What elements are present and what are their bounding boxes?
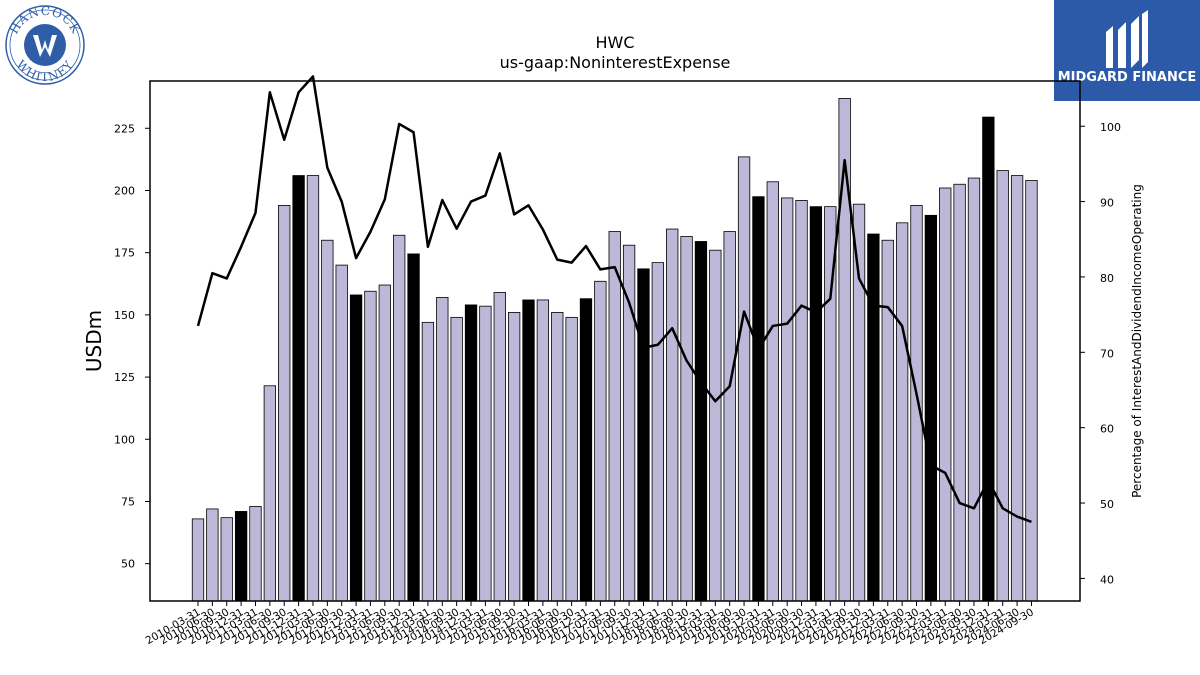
bar-2015-12-31 xyxy=(522,299,535,602)
bar-2013-12-31 xyxy=(407,253,420,602)
y-tick-label: 175 xyxy=(114,247,135,260)
bar-2023-12-31 xyxy=(982,116,995,602)
bar-2017-03-31 xyxy=(594,280,607,602)
midgard-finance-logo: MIDGARD FINANCE xyxy=(1054,0,1200,101)
bar-2014-09-30 xyxy=(450,316,463,602)
bar-2017-09-30 xyxy=(622,244,636,602)
bar-2017-12-31 xyxy=(637,268,650,602)
bar-2022-12-31 xyxy=(924,214,938,602)
bar-2014-12-31 xyxy=(464,304,478,602)
bar-2016-12-31 xyxy=(579,298,593,602)
bar-2016-06-30 xyxy=(551,311,564,602)
y2-tick-label: 50 xyxy=(1100,498,1114,511)
y2-tick-label: 80 xyxy=(1100,272,1114,285)
bar-2019-03-31 xyxy=(709,249,722,602)
bar-2012-09-30 xyxy=(335,264,348,602)
bar-2023-06-30 xyxy=(953,183,966,602)
bar-2014-06-30 xyxy=(436,297,449,602)
bar-2021-09-30 xyxy=(852,203,866,602)
bar-2016-09-30 xyxy=(565,316,578,602)
bar-2013-03-31 xyxy=(364,290,377,602)
bar-2014-03-31 xyxy=(421,321,435,602)
bar-2015-09-30 xyxy=(507,311,521,602)
bar-2018-12-31 xyxy=(694,241,708,602)
ratio-line xyxy=(196,75,1032,524)
bar-2015-06-30 xyxy=(493,292,506,602)
bar-2023-03-31 xyxy=(939,187,952,602)
bar-2011-03-31 xyxy=(249,506,262,602)
bar-2020-06-30 xyxy=(781,197,794,602)
chart-subtitle: us-gaap:NoninterestExpense xyxy=(500,53,731,72)
y-axis-label-right: Percentage of InterestAndDividendIncomeO… xyxy=(1130,184,1144,498)
bar-2017-06-30 xyxy=(608,231,621,602)
bar-2015-03-31 xyxy=(479,305,492,602)
y-tick-label: 125 xyxy=(114,371,135,384)
bar-2010-06-30 xyxy=(206,508,219,602)
y2-tick-label: 60 xyxy=(1100,423,1114,436)
bar-2011-12-31 xyxy=(292,175,305,602)
y-axis-label-left: USDm xyxy=(82,310,106,372)
axes: 5075100125150175200225405060708090100201… xyxy=(114,121,1121,647)
y2-tick-label: 90 xyxy=(1100,197,1114,210)
hancock-whitney-logo: HANCOCK WHITNEY xyxy=(5,4,85,85)
y-tick-label: 100 xyxy=(114,433,135,446)
bar-2024-06-30 xyxy=(1010,175,1024,602)
bar-2024-09-30 xyxy=(1025,180,1038,602)
y-tick-label: 150 xyxy=(114,309,135,322)
bar-2019-06-30 xyxy=(723,231,736,602)
plot-area xyxy=(191,75,1038,602)
bar-2018-09-30 xyxy=(680,236,693,602)
bar-2019-12-31 xyxy=(752,196,765,602)
y-tick-label: 225 xyxy=(114,122,135,135)
bar-2016-03-31 xyxy=(536,299,550,602)
bar-2023-09-30 xyxy=(967,177,981,602)
bar-2013-09-30 xyxy=(393,234,406,602)
chart-title: HWC xyxy=(595,33,634,52)
bar-2018-03-31 xyxy=(651,262,664,602)
bar-2012-06-30 xyxy=(321,239,334,602)
bar-2012-03-31 xyxy=(306,175,320,602)
bar-2022-06-30 xyxy=(895,222,909,602)
bar-2010-03-31 xyxy=(191,518,205,602)
y2-tick-label: 70 xyxy=(1100,347,1114,360)
bar-2011-06-30 xyxy=(263,385,277,602)
bar-2020-12-31 xyxy=(809,206,823,602)
bar-2011-09-30 xyxy=(278,204,291,602)
brand-name: MIDGARD FINANCE xyxy=(1058,70,1197,85)
y-tick-label: 75 xyxy=(121,495,135,508)
bar-2021-06-30 xyxy=(838,98,851,602)
y-tick-label: 200 xyxy=(114,184,135,197)
y2-tick-label: 100 xyxy=(1100,121,1121,134)
bar-2019-09-30 xyxy=(737,156,751,602)
y2-tick-label: 40 xyxy=(1100,573,1114,586)
bar-2012-12-31 xyxy=(349,294,363,602)
bar-2022-09-30 xyxy=(910,204,923,602)
bar-2020-03-31 xyxy=(766,181,779,602)
bar-2021-12-31 xyxy=(867,233,880,602)
bar-2018-06-30 xyxy=(666,228,679,602)
bar-2022-03-31 xyxy=(881,239,894,602)
bar-2010-09-30 xyxy=(220,517,233,602)
y-tick-label: 50 xyxy=(121,558,135,571)
bar-2020-09-30 xyxy=(795,200,808,602)
bar-2013-06-30 xyxy=(378,284,391,602)
bar-2024-03-31 xyxy=(996,170,1009,602)
bar-2010-12-31 xyxy=(234,511,248,602)
